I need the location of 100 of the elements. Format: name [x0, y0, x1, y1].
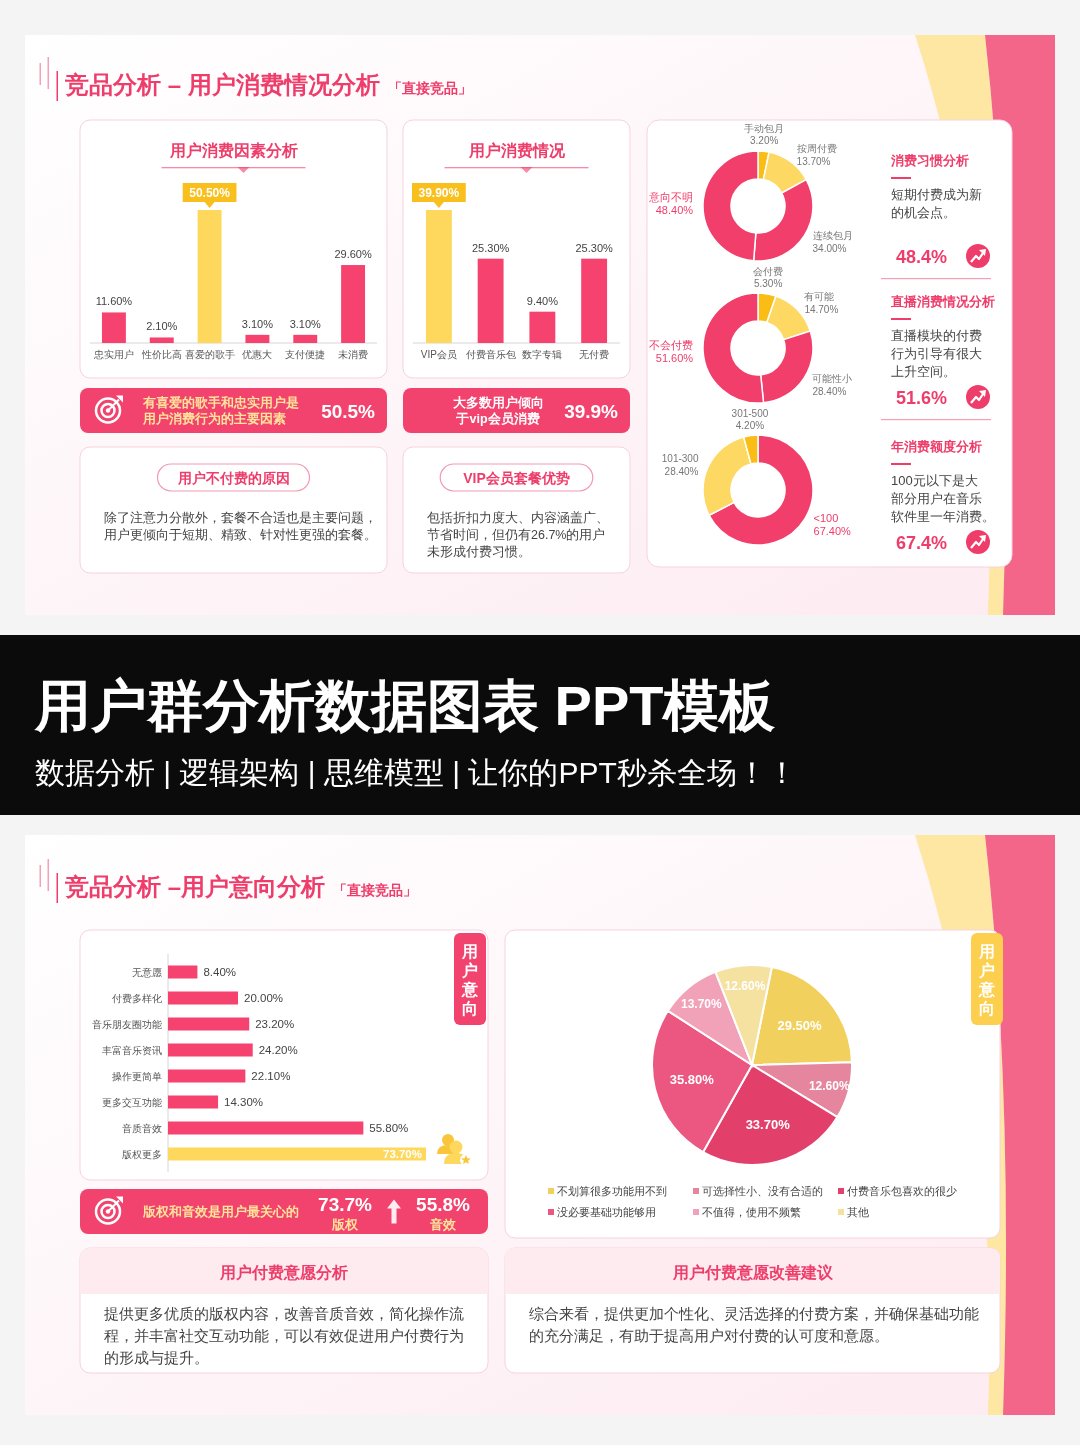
text: 39.9% [564, 400, 619, 422]
data-label: 20.00% [244, 992, 284, 1004]
slice-label: 意向不明 [648, 191, 694, 204]
bar [101, 312, 126, 343]
text: 综合来看，提供更加个性化、灵活选择的付费方案，并确保基础功能的充分满足，有助于提高用户对付费的认可度和意愿。 [529, 1306, 979, 1344]
x-tick-label: 性价比高 [140, 349, 182, 360]
bar [245, 334, 270, 343]
data-label: 55.80% [369, 1122, 409, 1134]
data-label: 51.60% [655, 352, 694, 365]
legend-label: 不划算很多功能用不到 [557, 1185, 667, 1197]
data-label: 29.60% [334, 248, 372, 261]
bar [341, 265, 366, 343]
text: 用户意向 [978, 943, 996, 1017]
y-tick-label: 音质音效 [122, 1122, 162, 1134]
data-label: 9.40% [526, 294, 559, 307]
text: 73.7% [318, 1193, 373, 1215]
text: 67.4% [896, 533, 948, 553]
data-label: 13.70% [680, 996, 722, 1011]
text: 用户群分析数据图表 PPT模板 [34, 674, 777, 737]
text: 用户意向 [461, 943, 479, 1017]
x-tick-label: 付费音乐包 [465, 349, 516, 360]
text: 直播消费情况分析 [890, 294, 995, 309]
bar [168, 1017, 250, 1031]
text: 音效 [429, 1216, 457, 1232]
bar [168, 1095, 219, 1109]
chart-title: 用户消费因素分析 [168, 142, 298, 159]
text: 用户付费意愿改善建议 [671, 1263, 834, 1281]
data-label: 5.30% [753, 277, 783, 289]
data-label: 11.60% [95, 295, 133, 308]
text: 包括折扣力度大、内容涵盖广、节省时间，但仍有26.7%的用户未形成付费习惯。 [427, 510, 609, 559]
data-label: 14.30% [224, 1096, 264, 1108]
bar [149, 337, 174, 343]
legend-label: 付费音乐包喜欢的很少 [847, 1185, 957, 1197]
text: 消费习惯分析 [890, 153, 969, 168]
legend-label: 不值得，使用不频繁 [702, 1206, 801, 1218]
bar [168, 991, 239, 1005]
data-label: 73.70% [382, 1148, 422, 1160]
y-tick-label: 更多交互功能 [102, 1096, 162, 1108]
text: 版权 [331, 1217, 359, 1232]
x-tick-label: 优惠大 [242, 349, 273, 360]
bar [168, 1069, 246, 1083]
text: 除了注意力分散外，套餐不合适也是主要问题，用户更倾向于短期、精致、针对性更强的套餐。 [104, 510, 377, 542]
y-tick-label: 操作更简单 [112, 1070, 162, 1082]
bar [293, 334, 318, 343]
slice-label: <100 [813, 511, 839, 524]
data-label: 23.20% [255, 1018, 295, 1030]
text: 51.6% [896, 388, 948, 408]
legend-label: 没必要基础功能够用 [557, 1206, 656, 1218]
data-label: 14.70% [804, 304, 839, 316]
x-tick-label: 忠实用户 [92, 349, 134, 360]
text: 「直接竞品」 [333, 882, 418, 898]
x-tick-label: 未消费 [338, 349, 369, 360]
text: 短期付费成为新的机会点。 [891, 187, 982, 220]
text: 年消费额度分析 [890, 439, 982, 454]
data-label: 29.50% [777, 1017, 822, 1033]
slice-label: 301-500 [731, 407, 769, 419]
data-label: 4.20% [735, 419, 765, 431]
text: 50.5% [321, 400, 376, 422]
data-label: 25.30% [471, 241, 510, 254]
slice-label: 会付费 [753, 265, 784, 277]
y-tick-label: 丰富音乐资讯 [102, 1044, 162, 1056]
slice-label: 手动包月 [744, 123, 785, 135]
data-label: 3.10% [241, 317, 274, 330]
text: 100元以下是大部分用户在音乐软件里一年消费。 [891, 473, 995, 524]
text: 用户不付费的原因 [176, 470, 290, 486]
data-label: 50.50% [189, 186, 231, 200]
data-label: 2.10% [146, 320, 178, 333]
text: 有喜爱的歌手和忠实用户是用户消费行为的主要因素 [142, 395, 299, 426]
bar [168, 1147, 426, 1161]
slice-label: 不会付费 [649, 339, 694, 352]
data-label: 8.40% [203, 966, 237, 978]
data-label: 24.20% [258, 1044, 298, 1056]
x-tick-label: 数字专辑 [522, 349, 563, 360]
bar [168, 965, 198, 979]
text: 数据分析 | 逻辑架构 | 思维模型 | 让你的PPT秒杀全场！！ [35, 756, 797, 789]
slice-label: 可能性小 [812, 372, 853, 384]
text: 55.8% [416, 1193, 471, 1215]
data-label: 35.80% [669, 1072, 715, 1088]
text: 大多数用户倾向于vip会员消费 [452, 395, 544, 426]
legend-label: 其他 [847, 1206, 869, 1218]
data-label: 39.90% [418, 186, 460, 200]
data-label: 34.00% [812, 243, 847, 255]
data-label: 13.70% [796, 155, 831, 167]
slice-label: 101-300 [661, 452, 699, 464]
slice-label: 按周付费 [796, 142, 837, 154]
data-label: 22.10% [251, 1070, 291, 1082]
x-tick-label: 支付便捷 [285, 349, 326, 360]
data-label: 48.40% [655, 204, 694, 217]
bar [168, 1043, 253, 1057]
text: 竞品分析 – 用户消费情况分析 [64, 71, 380, 98]
text: 提供更多优质的版权内容，改善音质音效，简化操作流程，并丰富社交互动功能，可以有效促进用户付费行为的形成与提升。 [104, 1306, 464, 1366]
y-tick-label: 付费多样化 [112, 992, 162, 1004]
text: 版权和音效是用户最关心的 [142, 1204, 299, 1219]
text: 直播模块的付费行为引导有很大上升空间。 [891, 328, 982, 379]
data-label: 28.40% [664, 465, 699, 477]
data-label: 3.20% [749, 135, 779, 147]
y-tick-label: 版权更多 [122, 1148, 162, 1160]
y-tick-label: 无意愿 [132, 966, 162, 978]
slice-label: 连续包月 [812, 230, 853, 242]
text: 48.4% [896, 247, 948, 267]
